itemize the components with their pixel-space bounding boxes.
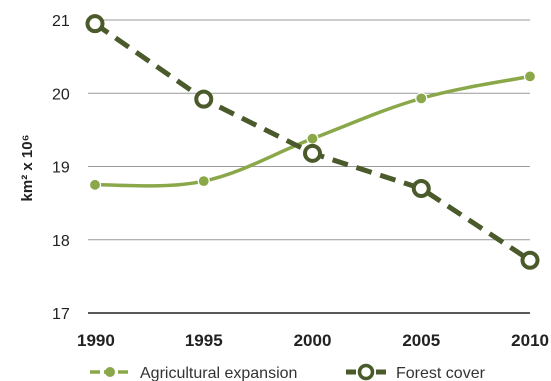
y-tick-label: 17 [52, 306, 70, 323]
legend-item-agricultural-expansion: Agricultural expansion [90, 365, 297, 381]
y-axis-tick-labels: 17 18 19 20 21 [52, 13, 70, 323]
data-point-forest-cover [411, 178, 431, 198]
data-point-forest-cover [303, 143, 322, 163]
data-point-forest-cover [520, 250, 540, 270]
data-point-forest-cover [85, 14, 105, 34]
x-tick-label: 2010 [511, 331, 549, 350]
legend-label: Agricultural expansion [140, 365, 297, 381]
y-tick-label: 20 [52, 86, 70, 103]
legend: Agricultural expansion Forest cover [90, 363, 486, 381]
legend-label: Forest cover [396, 365, 486, 381]
legend-item-forest-cover: Forest cover [346, 363, 486, 381]
gridlines [88, 19, 530, 314]
data-point-forest-cover [194, 89, 214, 109]
data-point-agricultural-expansion [197, 175, 210, 188]
legend-marker [357, 363, 375, 381]
x-tick-label: 1990 [77, 331, 115, 350]
data-point-agricultural-expansion [523, 70, 537, 83]
x-tick-label: 1995 [185, 331, 223, 350]
x-axis-tick-labels: 1990 1995 2000 2005 2010 [77, 331, 549, 350]
y-axis-label: km² x 10⁶ [19, 135, 36, 202]
y-tick-label: 18 [52, 233, 70, 250]
data-point-agricultural-expansion [415, 92, 428, 105]
data-point-agricultural-expansion [306, 132, 319, 145]
data-point-agricultural-expansion [88, 178, 102, 191]
x-tick-label: 2005 [402, 331, 440, 350]
y-tick-label: 21 [52, 13, 70, 30]
x-tick-label: 2000 [294, 331, 332, 350]
legend-marker [105, 367, 115, 377]
y-tick-label: 19 [52, 160, 70, 177]
series-group [85, 14, 540, 270]
